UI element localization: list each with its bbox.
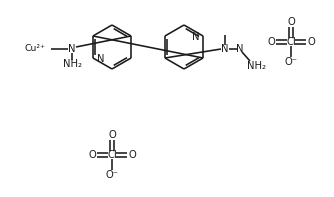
Text: O⁻: O⁻ <box>285 57 298 67</box>
Text: O: O <box>307 37 315 47</box>
Text: Cl: Cl <box>107 150 117 160</box>
Text: NH₂: NH₂ <box>246 61 266 71</box>
Text: O: O <box>287 17 295 27</box>
Text: N: N <box>236 44 244 54</box>
Text: N: N <box>97 54 105 64</box>
Text: O: O <box>88 150 96 160</box>
Text: N: N <box>68 44 76 54</box>
Text: O: O <box>108 130 116 140</box>
Text: O⁻: O⁻ <box>106 170 119 180</box>
Text: N: N <box>192 32 199 42</box>
Text: NH₂: NH₂ <box>62 59 81 69</box>
Text: N: N <box>221 44 229 54</box>
Text: Cu²⁺: Cu²⁺ <box>24 44 45 52</box>
Text: Cl: Cl <box>286 37 296 47</box>
Text: O: O <box>128 150 136 160</box>
Text: O: O <box>267 37 275 47</box>
